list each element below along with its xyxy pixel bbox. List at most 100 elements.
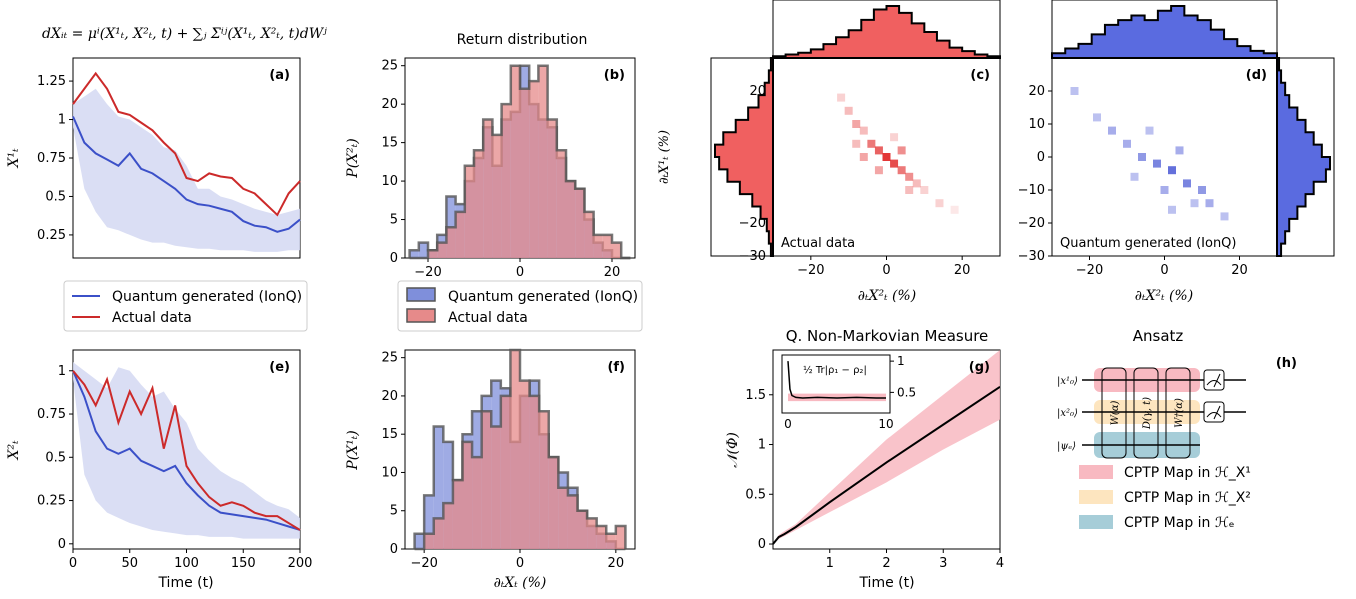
legend-middle: Quantum generated (IonQ) Actual data <box>397 280 643 332</box>
y-tick-label: 10 <box>381 465 398 480</box>
hist-bar <box>520 380 530 549</box>
y-tick-label: 1 <box>58 113 66 128</box>
heat-cell <box>897 166 906 175</box>
heat-cell <box>874 166 883 175</box>
series-line <box>72 370 301 531</box>
y-tick-label: 20 <box>381 97 398 112</box>
panel-f-ylabel: P(X¹ₜ) <box>345 430 361 470</box>
panel-b-plot: −20 0 20 0 5 10 15 20 25 <box>381 59 631 280</box>
x-tick-label: 0 <box>69 556 77 571</box>
legend-middle-actual: Actual data <box>448 310 528 326</box>
hist-bar <box>520 88 530 259</box>
panel-d-label: (d) <box>1246 68 1267 83</box>
x-tick-label: 100 <box>174 556 199 571</box>
hist-bar <box>424 533 434 549</box>
legend-left-quantum: Quantum generated (IonQ) <box>112 289 302 305</box>
hist-bar <box>575 188 585 258</box>
heat-cell <box>1175 146 1184 155</box>
marginal-hist <box>772 5 1001 59</box>
y-tick-label: 0 <box>390 251 398 266</box>
gate-d: D(γ, t) <box>1142 397 1153 430</box>
panel-e-ylabel: X²ₜ <box>6 440 22 461</box>
hist-bar <box>593 234 603 258</box>
legend-right-2: CPTP Map in ℋ_X² <box>1124 490 1251 506</box>
heat-cell <box>890 133 899 142</box>
heat-cell <box>905 186 914 194</box>
y-tick-label: 0.75 <box>37 407 66 422</box>
wire-label-1: |x¹₀⟩ <box>1057 376 1078 387</box>
y-tick-label: 10 <box>381 174 398 189</box>
hist-bar <box>501 104 511 259</box>
panel-a-plot: 0.25 0.5 0.75 1 1.25 <box>37 71 301 252</box>
y-tick-label: 0 <box>390 542 398 557</box>
hist-bar <box>615 526 626 549</box>
inset-y-tick-label: 1 <box>897 354 905 368</box>
heat-cell <box>1183 179 1191 188</box>
x-tick-label: 20 <box>608 556 625 571</box>
x-tick-label: −20 <box>410 556 437 571</box>
hist-bar <box>462 441 473 549</box>
y-tick-label: −30 <box>1018 249 1045 264</box>
panel-b-ylabel: P(X²ₜ) <box>345 138 361 178</box>
series-line <box>72 71 301 217</box>
panel-c-ylabel: ∂ₜX¹ₜ (%) <box>657 130 672 184</box>
heat-cell <box>890 159 899 168</box>
panel-e-xlabel: Time (t) <box>157 575 213 591</box>
hist-bar <box>596 526 607 549</box>
panel-d-xlabel: ∂ₜX²ₜ (%) <box>1135 288 1193 304</box>
hist-bar <box>409 250 419 258</box>
hist-bar <box>567 495 578 549</box>
x-tick-label: 3 <box>939 556 947 571</box>
x-tick-label: −20 <box>797 263 824 278</box>
heat-cell <box>837 93 846 102</box>
legend-right: CPTP Map in ℋ_X¹ CPTP Map in ℋ_X² CPTP M… <box>1079 465 1251 531</box>
hist-bar <box>606 533 616 549</box>
panel-h-title: Ansatz <box>1133 327 1184 345</box>
y-tick-label: 5 <box>390 213 398 228</box>
hist-bar <box>584 211 594 258</box>
heat-cell <box>1108 126 1116 135</box>
panel-g-ylabel: 𝒩(Φ) <box>725 432 741 468</box>
x-tick-label: 0 <box>882 263 890 278</box>
heat-cell <box>1190 199 1199 208</box>
panel-b-label: (b) <box>604 68 625 83</box>
confidence-band <box>73 362 300 539</box>
heat-cell <box>852 139 861 148</box>
hist-bar <box>492 134 502 258</box>
hist-bar <box>433 518 444 549</box>
x-tick-label: 2 <box>882 556 890 571</box>
confidence-band <box>73 88 300 252</box>
legend-left: Quantum generated (IonQ) Actual data <box>63 280 308 332</box>
y-tick-label: 5 <box>390 504 398 519</box>
panel-f-label: (f) <box>607 360 625 375</box>
heat-cell <box>852 120 861 128</box>
x-tick-label: 20 <box>604 265 621 280</box>
y-tick-label: 1 <box>58 364 66 379</box>
panel-d-note: Quantum generated (IonQ) <box>1060 236 1237 251</box>
heat-cell <box>1168 205 1176 214</box>
series-line <box>772 385 1001 545</box>
hist-bar <box>455 211 465 258</box>
heat-cell <box>912 179 921 188</box>
panel-g-label: (g) <box>969 360 990 375</box>
heat-cell <box>1198 186 1206 194</box>
hist-bar <box>556 150 566 258</box>
x-tick-label: 4 <box>996 556 1004 571</box>
panel-d: −20 0 20 −30 −20 −10 0 10 20 (d) Quantum generat… <box>1018 0 1335 304</box>
heat-cell <box>950 205 959 214</box>
y-tick-label: 0 <box>1037 150 1045 165</box>
y-tick-label: −20 <box>1018 216 1045 231</box>
y-tick-label: 20 <box>381 389 398 404</box>
gate-w: W(α) <box>1110 400 1121 425</box>
heat-cell <box>844 106 853 115</box>
x-tick-label: 0 <box>516 556 524 571</box>
x-tick-label: 200 <box>288 556 313 571</box>
legend-middle-quantum: Quantum generated (IonQ) <box>448 289 638 305</box>
panel-e-plot: 0 50 100 150 200 0 0.25 0.5 0.75 1 <box>37 362 312 571</box>
inset-line <box>787 361 886 399</box>
inset-y-tick-label: 0.5 <box>897 385 916 399</box>
y-tick-label: 15 <box>381 427 398 442</box>
gate-w-dagger: W†(α) <box>1174 398 1185 428</box>
y-tick-label: 20 <box>1028 84 1045 99</box>
